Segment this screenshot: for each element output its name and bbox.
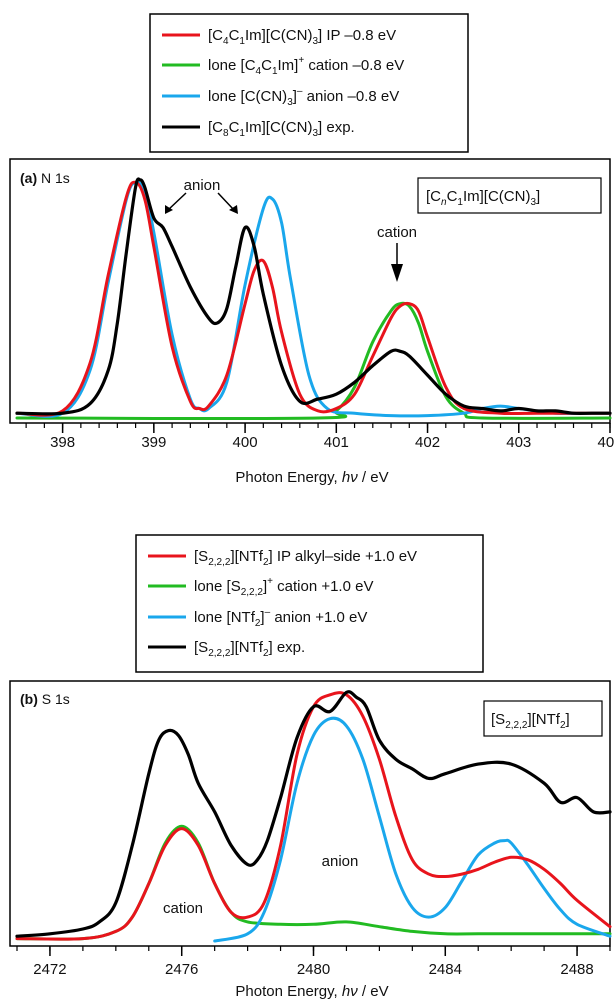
plot-a-series <box>15 177 612 421</box>
tick-label-a: 400 <box>233 434 258 451</box>
legend-b-label-1: lone [S2,2,2]+ cation +1.0 eV <box>194 576 373 598</box>
legend-a: [C4C1Im][C(CN)3] IP –0.8 eV lone [C4C1Im… <box>149 13 469 153</box>
arrow-anion-right-head <box>229 205 238 214</box>
series-a-0 <box>15 180 612 417</box>
legend-a-label-2: lone [C(CN)3]– anion –0.8 eV <box>208 86 399 108</box>
arrow-anion-left-head <box>165 205 173 214</box>
panel-a-title: (a) N 1s <box>20 170 70 186</box>
annotation-cation-a: cation <box>377 224 417 241</box>
annotation-anion-a: anion <box>184 177 221 194</box>
panel-b-tag: [S2,2,2][NTf2] <box>491 711 570 731</box>
legend-b-label-3: [S2,2,2][NTf2] exp. <box>194 639 305 659</box>
panel-a-tag-box <box>417 177 602 214</box>
legend-b: [S2,2,2][NTf2] IP alkyl–side +1.0 eV lon… <box>135 534 484 673</box>
legend-b-box <box>135 534 484 673</box>
legend-a-box <box>149 13 469 153</box>
legend-a-label-1: lone [C4C1Im]+ cation –0.8 eV <box>208 55 404 77</box>
arrow-cation-head <box>391 264 403 282</box>
series-b-0 <box>15 691 612 941</box>
legend-b-label-0: [S2,2,2][NTf2] IP alkyl–side +1.0 eV <box>194 548 417 568</box>
series-b-3 <box>15 690 612 938</box>
arrow-anion-right <box>217 192 235 211</box>
panel-b-x-axis: 2472 2476 2480 2484 2488 <box>16 946 611 978</box>
legend-a-label-3: [C8C1Im][C(CN)3] exp. <box>208 119 355 139</box>
tick-label-a: 401 <box>324 434 349 451</box>
series-b-1 <box>15 824 612 941</box>
tick-label-a: 399 <box>141 434 166 451</box>
series-a-3 <box>15 177 612 416</box>
panel-b-x-label: Photon Energy, hν / eV <box>235 983 388 1000</box>
tick-label-b: 2484 <box>429 961 462 978</box>
panel-a-x-axis: 398 399 400 401 402 403 404 <box>25 423 614 451</box>
tick-label-a: 404 <box>597 434 614 451</box>
panel-b-title: (b) S 1s <box>20 691 70 707</box>
arrow-anion-left <box>167 192 187 211</box>
tick-label-b: 2488 <box>560 961 593 978</box>
panel-a-x-label: Photon Energy, hν / eV <box>235 469 388 486</box>
series-a-2 <box>15 180 612 418</box>
panel-a: (a) N 1s [CnC1Im][C(CN)3] 398 399 400 401 40… <box>9 158 614 486</box>
tick-label-b: 2472 <box>33 961 66 978</box>
legend-b-label-2: lone [NTf2]– anion +1.0 eV <box>194 607 367 629</box>
series-b-2 <box>213 716 612 943</box>
annotation-cation-b: cation <box>163 900 203 917</box>
panel-b: (b) S 1s [S2,2,2][NTf2] 2472 2476 2480 2484… <box>9 680 612 1000</box>
tick-label-b: 2480 <box>297 961 330 978</box>
plot-b-series <box>15 690 612 943</box>
tick-label-a: 398 <box>50 434 75 451</box>
legend-a-label-0: [C4C1Im][C(CN)3] IP –0.8 eV <box>208 27 396 47</box>
panel-b-tag-box <box>483 700 603 737</box>
annotation-anion-b: anion <box>322 853 359 870</box>
tick-label-b: 2476 <box>165 961 198 978</box>
tick-label-a: 402 <box>415 434 440 451</box>
panel-a-tag: [CnC1Im][C(CN)3] <box>426 188 540 208</box>
panel-a-frame <box>9 158 611 424</box>
tick-label-a: 403 <box>506 434 531 451</box>
